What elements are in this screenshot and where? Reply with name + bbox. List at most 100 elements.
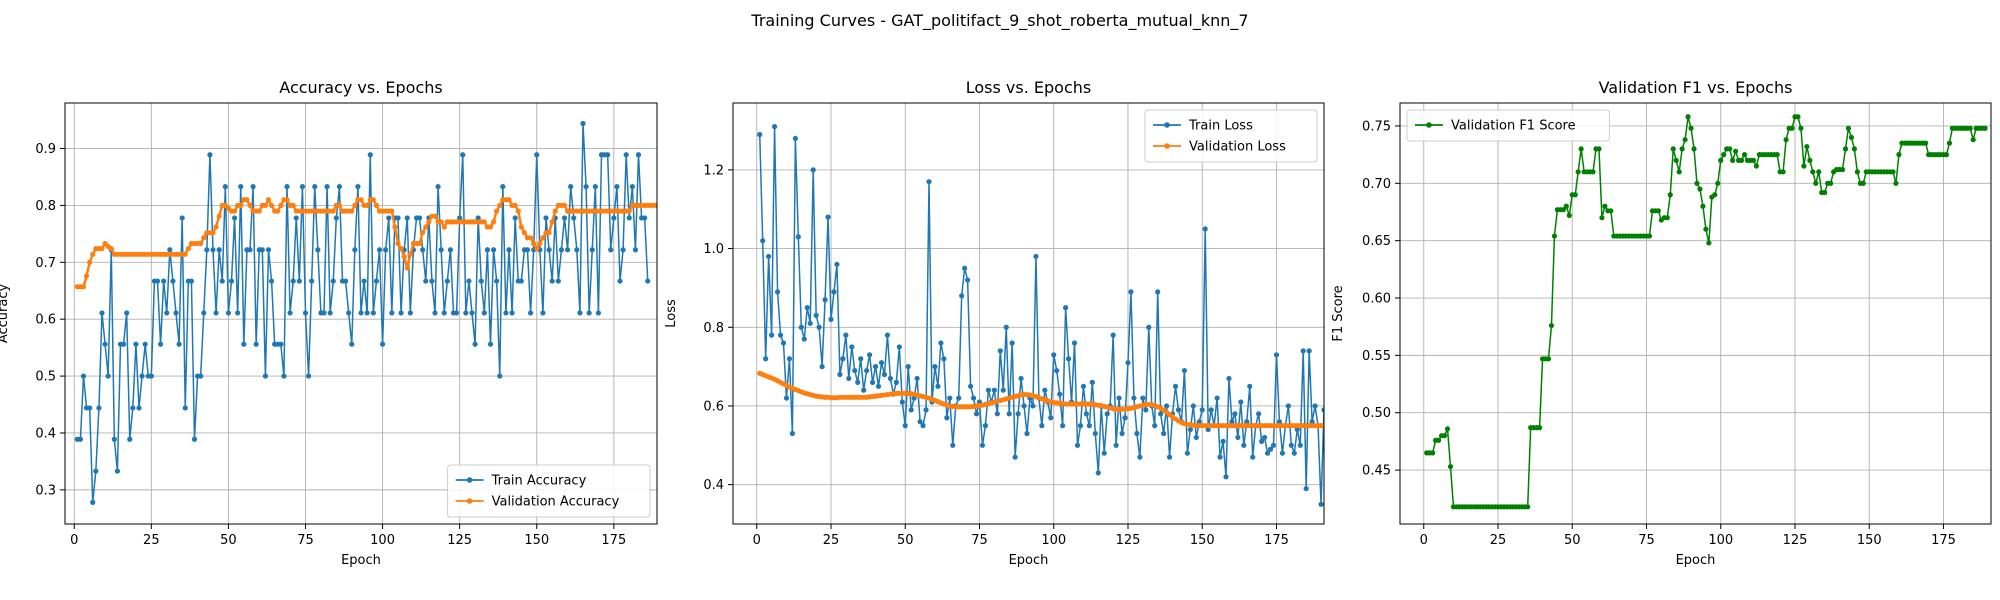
chart-panel-3: Validation F1 vs. Epochs 0 25 50 75 100 125 150… — [1331, 78, 1992, 568]
data-point — [96, 405, 102, 411]
data-point — [527, 235, 534, 241]
data-point — [825, 214, 831, 220]
data-point — [336, 184, 343, 190]
y-tick-label: 0.60 — [1362, 292, 1391, 307]
data-point — [959, 293, 965, 299]
data-point — [864, 367, 870, 374]
data-point — [1065, 356, 1072, 362]
data-point — [555, 278, 561, 284]
data-point — [447, 247, 454, 253]
data-point — [1048, 415, 1054, 421]
x-axis: 0 25 50 75 100 125 150 175 — [70, 524, 626, 548]
data-point — [210, 230, 216, 236]
data-point — [173, 310, 179, 316]
data-point — [1590, 169, 1596, 175]
data-point — [1309, 419, 1315, 425]
data-point — [315, 247, 321, 253]
y-tick-label: 0.8 — [35, 199, 56, 214]
y-axis: 0.4 0.6 0.8 1.0 1.2 — [703, 163, 733, 493]
data-point — [629, 184, 635, 190]
data-point — [1297, 442, 1303, 448]
y-tick-label: 0.6 — [35, 313, 56, 328]
data-point — [278, 202, 284, 209]
data-point — [1074, 442, 1081, 448]
data-point — [1890, 169, 1896, 175]
data-point — [1712, 192, 1718, 198]
data-point — [1721, 152, 1727, 158]
data-point — [1318, 501, 1324, 507]
data-point — [404, 215, 410, 221]
data-point — [133, 341, 139, 347]
data-point — [506, 197, 512, 203]
data-point — [944, 415, 950, 421]
data-point — [1563, 203, 1569, 209]
data-point — [481, 310, 487, 316]
data-point — [247, 202, 253, 209]
data-point — [1842, 146, 1849, 152]
data-point — [1730, 157, 1736, 163]
data-point — [426, 219, 432, 225]
data-point — [1807, 157, 1813, 163]
data-point — [589, 247, 595, 253]
data-point — [962, 265, 968, 271]
data-point — [1306, 348, 1312, 354]
data-point — [661, 208, 666, 213]
data-point — [1970, 137, 1976, 143]
data-point — [213, 310, 219, 316]
data-point — [182, 251, 188, 257]
x-axis-label: Epoch — [341, 553, 381, 568]
data-point — [1727, 146, 1733, 152]
plot-area — [74, 120, 712, 505]
data-point — [1436, 437, 1442, 443]
data-point — [757, 131, 763, 138]
data-point — [1813, 180, 1819, 186]
data-point — [1845, 125, 1852, 131]
data-point — [1116, 395, 1122, 401]
data-point — [682, 203, 687, 208]
data-point — [265, 197, 272, 203]
data-point — [1086, 423, 1092, 429]
y-tick-label: 0.4 — [703, 478, 724, 493]
data-point — [420, 230, 426, 236]
data-point — [664, 208, 669, 213]
y-tick-label: 0.55 — [1362, 349, 1391, 364]
data-point — [568, 184, 574, 190]
data-point — [432, 310, 438, 316]
data-point — [130, 405, 136, 411]
data-point — [973, 411, 980, 417]
data-point — [321, 310, 327, 316]
data-point — [231, 215, 238, 221]
data-point — [816, 324, 822, 330]
data-point — [902, 423, 908, 429]
data-point — [497, 373, 503, 379]
data-point — [1131, 395, 1137, 401]
data-point — [453, 310, 460, 316]
data-point — [1060, 423, 1066, 429]
data-point — [792, 135, 798, 142]
data-point — [1324, 399, 1329, 404]
chart-panels: Accuracy vs. Epochs 0 25 50 75 100 125 150 175 Ep… — [0, 78, 1992, 568]
data-point — [611, 215, 617, 221]
data-point — [346, 310, 352, 316]
data-point — [1000, 387, 1006, 393]
data-point — [583, 184, 589, 190]
data-point — [80, 284, 87, 290]
data-point — [290, 202, 296, 209]
data-point — [336, 202, 343, 209]
legend-box — [447, 464, 651, 518]
legend-box — [1406, 109, 1610, 142]
legend-swatch-marker — [1426, 122, 1432, 128]
data-point — [707, 203, 712, 208]
data-point — [1430, 450, 1436, 456]
y-tick-label: 0.70 — [1362, 177, 1391, 192]
data-point — [1303, 485, 1309, 492]
data-point — [704, 203, 709, 208]
y-tick-label: 0.75 — [1362, 119, 1391, 134]
data-point — [389, 310, 395, 316]
data-point — [698, 203, 703, 208]
data-point — [1247, 383, 1253, 389]
data-point — [1848, 134, 1855, 141]
data-point — [1798, 125, 1804, 131]
data-point — [395, 240, 401, 247]
